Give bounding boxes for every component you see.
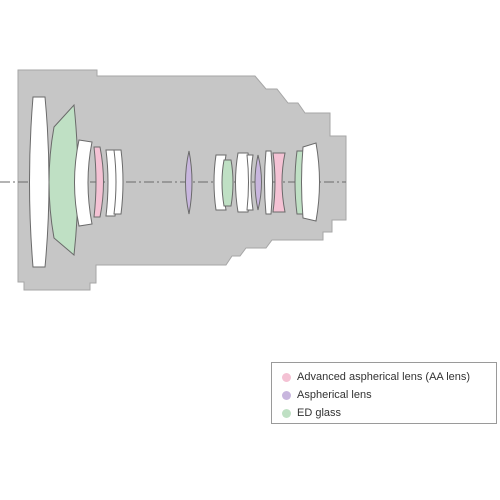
legend-label-ed-glass: ED glass — [297, 407, 341, 419]
legend-label-aa-lens: Advanced aspherical lens (AA lens) — [297, 371, 470, 383]
lens-element-1 — [30, 97, 50, 267]
lens-element-13 — [265, 151, 273, 214]
legend-item-ed-glass: ED glass — [282, 404, 496, 422]
lens-element-16 — [302, 143, 320, 221]
legend-label-aspherical: Aspherical lens — [297, 389, 372, 401]
lens-element-9-ed-glass — [222, 160, 233, 206]
legend-box: Advanced aspherical lens (AA lens) Asphe… — [271, 362, 497, 424]
legend-swatch-ed-glass — [282, 409, 291, 418]
legend-item-aa-lens: Advanced aspherical lens (AA lens) — [282, 368, 496, 386]
legend-swatch-aspherical — [282, 391, 291, 400]
legend-item-aspherical: Aspherical lens — [282, 386, 496, 404]
legend-swatch-aa-lens — [282, 373, 291, 382]
